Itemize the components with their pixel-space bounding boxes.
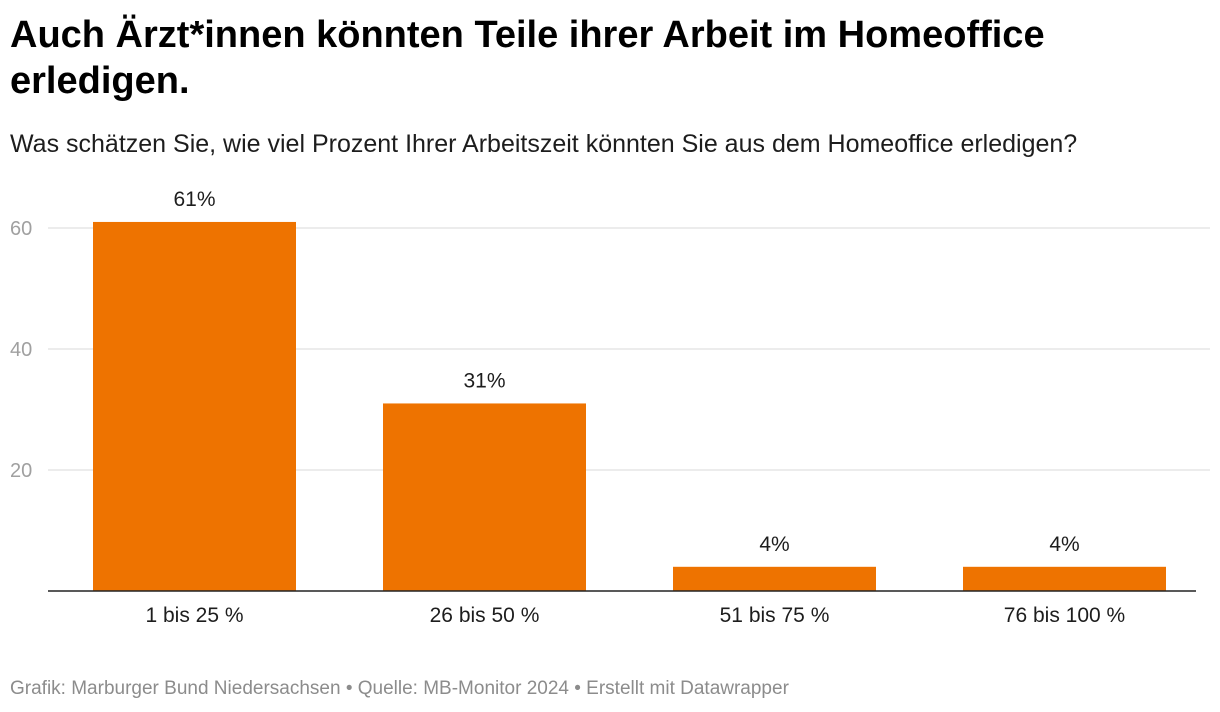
- data-label: 4%: [759, 533, 789, 556]
- y-axis-ticks: 20 40 60: [10, 218, 32, 482]
- y-tick-label: 20: [10, 460, 32, 482]
- x-tick-label: 26 bis 50 %: [430, 604, 540, 627]
- chart-subtitle: Was schätzen Sie, wie viel Prozent Ihrer…: [10, 130, 1078, 158]
- data-label: 31%: [463, 369, 505, 392]
- y-tick-label: 60: [10, 218, 32, 240]
- data-label: 4%: [1049, 533, 1079, 556]
- chart-footer: Grafik: Marburger Bund Niedersachsen • Q…: [10, 678, 789, 699]
- bar-chart: 20 40 60 61% 31% 4% 4% 1 bis 25 % 26 bis 50 % 5…: [10, 188, 1210, 627]
- chart-title: Auch Ärzt*innen könnten Teile ihrer Arbe…: [10, 14, 1045, 102]
- data-labels: 61% 31% 4% 4%: [173, 188, 1079, 556]
- x-tick-label: 76 bis 100 %: [1004, 604, 1125, 627]
- data-label: 61%: [173, 188, 215, 211]
- bar: [93, 221, 296, 591]
- bar: [673, 566, 876, 591]
- x-tick-label: 51 bis 75 %: [720, 604, 830, 627]
- y-tick-label: 40: [10, 339, 32, 361]
- x-tick-label: 1 bis 25 %: [145, 604, 243, 627]
- bar: [963, 566, 1166, 591]
- x-axis-ticks: 1 bis 25 % 26 bis 50 % 51 bis 75 % 76 bis 1…: [145, 604, 1125, 627]
- bars: [93, 221, 1166, 591]
- bar: [383, 403, 586, 591]
